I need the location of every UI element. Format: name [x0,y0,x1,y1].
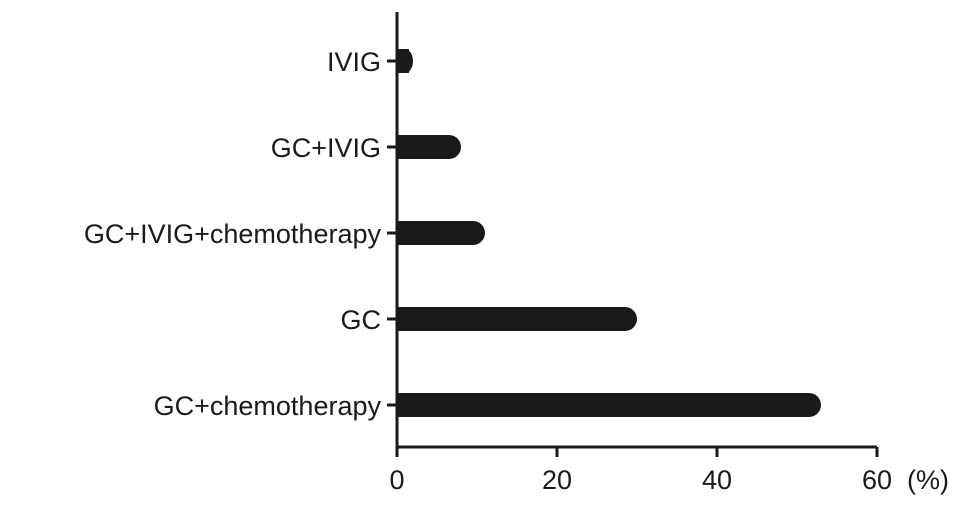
category-label: GC [341,305,382,335]
category-label: GC+IVIG+chemotherapy [84,219,382,249]
bar-base-gc-ivig [397,135,409,159]
category-label: GC+chemotherapy [154,391,382,421]
category-label: GC+IVIG [271,133,381,163]
bar-base-ivig [397,49,409,73]
bar-gc-ivig [397,135,461,159]
x-tick-label: 0 [389,465,404,495]
axes-layer [387,12,879,457]
x-tick-label: 60 [862,465,892,495]
x-axis-unit-label: (%) [907,465,949,495]
bar-gc [397,307,637,331]
bar-gc-ivig-chemotherapy [397,221,485,245]
category-label: IVIG [327,47,381,77]
bar-base-gc-chemotherapy [397,393,409,417]
bar-base-gc-ivig-chemotherapy [397,221,409,245]
bars-layer [397,49,821,417]
bar-base-gc [397,307,409,331]
bar-gc-chemotherapy [397,393,821,417]
x-tick-label: 20 [542,465,572,495]
labels-layer: IVIG GC+IVIG GC+IVIG+chemotherapy GC GC+chem… [84,47,949,495]
x-tick-label: 40 [702,465,732,495]
